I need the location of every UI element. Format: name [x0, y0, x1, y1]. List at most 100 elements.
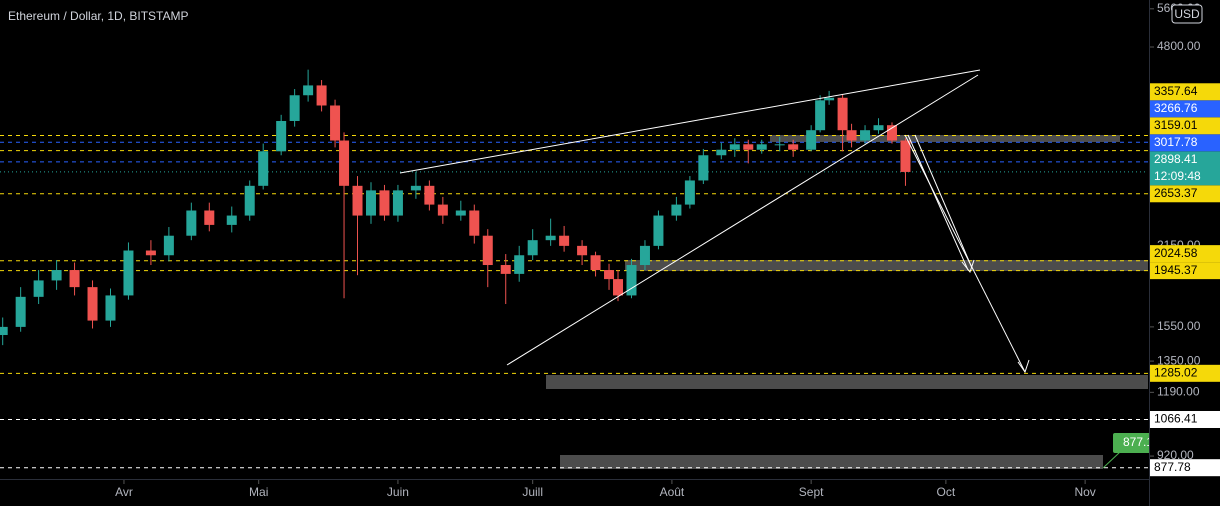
candle-body [626, 265, 637, 296]
level-label: 1945.37 [1154, 263, 1198, 277]
candle-body [500, 265, 511, 274]
price-axis: 5600.004800.004050.002150.001550.001350.… [1150, 1, 1220, 477]
candle-body [613, 279, 624, 296]
level-label: 2653.37 [1154, 186, 1198, 200]
candle-body [837, 97, 848, 131]
candle-body [163, 235, 174, 256]
y-tick-label: 1190.00 [1157, 385, 1200, 399]
candle-body [392, 190, 403, 216]
candle-body [900, 140, 911, 172]
level-label-box [1150, 459, 1220, 477]
level-label: 3159.01 [1154, 118, 1198, 132]
x-tick-label: Avr [115, 485, 133, 499]
candle-body [0, 326, 8, 336]
candle-body [527, 240, 538, 256]
candle-body [437, 204, 448, 216]
candle-body [774, 144, 785, 146]
arrow-head [1017, 359, 1030, 374]
candle-body [756, 144, 767, 150]
callout-box [1113, 433, 1149, 453]
zone [546, 375, 1148, 389]
candle-body [365, 190, 376, 216]
callout-pointer [1102, 451, 1121, 469]
candle-body [33, 280, 44, 297]
level-label-box [1150, 134, 1220, 152]
candle-body [145, 250, 156, 256]
x-tick-label: Sept [799, 485, 824, 499]
candle-body [698, 155, 709, 181]
candle-body [69, 270, 80, 288]
arrow [904, 134, 1026, 373]
candle-body [639, 245, 650, 266]
level-label-box [1150, 410, 1220, 428]
candle-body [846, 130, 857, 141]
x-tick-label: Août [660, 485, 685, 499]
callout-text: 877.12 [1123, 435, 1160, 449]
candle-body [860, 130, 871, 141]
level-label: 1066.41 [1154, 412, 1198, 426]
arrow [907, 134, 969, 271]
candle-body [303, 85, 314, 96]
level-label-box [1150, 83, 1220, 101]
currency[interactable]: USD [1174, 7, 1200, 21]
candle-body [87, 287, 98, 321]
candle-body [653, 215, 664, 246]
level-label-box [1150, 100, 1220, 118]
candle-body [873, 125, 884, 131]
candle-body [379, 190, 390, 216]
candle-body [410, 185, 421, 191]
zone [625, 260, 1148, 271]
level-label: 877.78 [1154, 460, 1191, 474]
candle-body [743, 144, 754, 150]
candle-body [684, 180, 695, 205]
x-tick-label: Nov [1074, 485, 1095, 499]
arrow [914, 134, 973, 269]
candle-body [51, 270, 62, 281]
y-tick-label: 4800.00 [1157, 39, 1201, 53]
candle-body [316, 85, 327, 106]
level-label: 1285.02 [1154, 365, 1198, 379]
level-label-box [1150, 245, 1220, 263]
drawings [399, 69, 1121, 469]
candle-body [226, 215, 237, 225]
countdown: 12:09:48 [1154, 169, 1201, 183]
candle-body [604, 270, 615, 280]
candle-body [352, 185, 363, 216]
candle-body [545, 235, 556, 241]
candle-body [671, 204, 682, 216]
y-tick-label: 920.00 [1157, 448, 1194, 462]
candle-body [186, 210, 197, 236]
x-tick-label: Oct [937, 485, 956, 499]
candle-body [424, 185, 435, 205]
level-label: 3266.76 [1154, 101, 1198, 115]
level-label: 3017.78 [1154, 135, 1198, 149]
trend-line [399, 69, 981, 174]
candle-body [716, 149, 727, 156]
level-label-box [1150, 151, 1220, 186]
zone [770, 135, 1120, 142]
level-label: 3357.64 [1154, 84, 1198, 98]
candle-body [559, 235, 570, 246]
zone [560, 455, 1103, 469]
candle-body [258, 151, 269, 186]
candle-body [123, 250, 134, 296]
candle-body [15, 296, 26, 327]
candle-body [577, 245, 588, 256]
candle-body [204, 210, 215, 225]
candle-body [455, 210, 466, 216]
arrow-head [961, 259, 975, 274]
candle-body [482, 235, 493, 266]
candle-body [105, 295, 116, 321]
chart-title: Ethereum / Dollar, 1D, BITSTAMP [8, 9, 189, 23]
x-tick-label: Juin [387, 485, 409, 499]
level-label-box [1150, 262, 1220, 280]
currency-box [1171, 4, 1203, 24]
candle-body [824, 97, 835, 101]
level-label-box [1150, 117, 1220, 135]
candle-body [244, 185, 255, 216]
level-label-box [1150, 364, 1220, 382]
zones [546, 135, 1148, 469]
x-tick-label: Mai [249, 485, 268, 499]
level-label: 2024.58 [1154, 246, 1198, 260]
